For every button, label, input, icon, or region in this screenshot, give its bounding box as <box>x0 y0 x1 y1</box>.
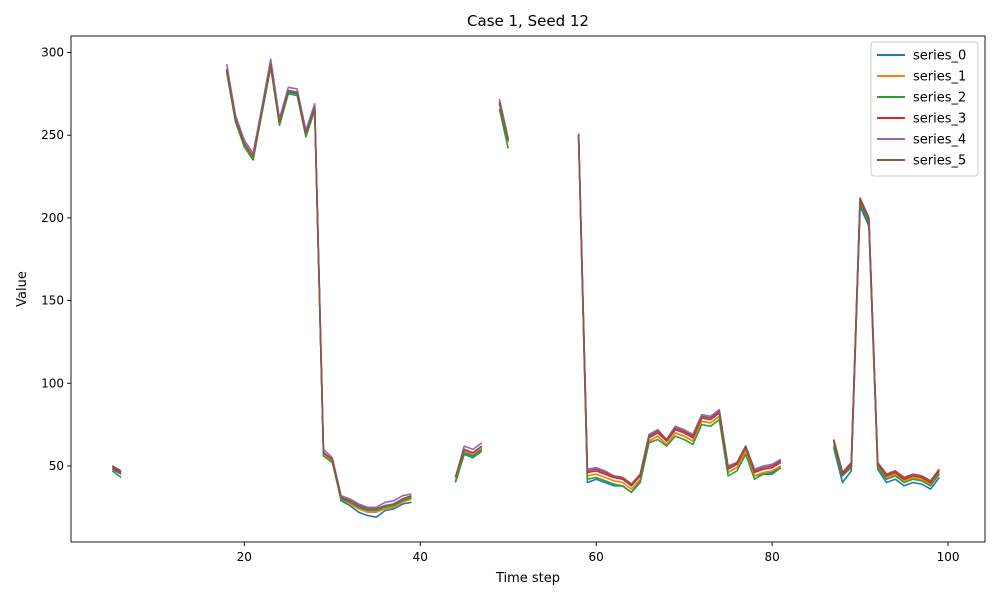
legend-label: series_5 <box>913 154 966 169</box>
x-tick-label: 80 <box>764 550 779 564</box>
chart-title: Case 1, Seed 12 <box>467 12 589 30</box>
plot-frame <box>70 35 986 543</box>
legend-label: series_4 <box>913 133 966 148</box>
x-tick-label: 40 <box>413 550 428 564</box>
series-line-series_3 <box>111 63 940 510</box>
y-tick-label: 250 <box>41 128 64 142</box>
legend: series_0 series_1 series_2 series_3 series_4… <box>870 41 979 177</box>
series-line-series_1 <box>111 65 940 513</box>
x-tick-label: 20 <box>237 550 252 564</box>
y-tick-label: 300 <box>41 46 64 60</box>
y-tick-label: 200 <box>41 211 64 225</box>
y-tick-label: 150 <box>41 294 64 308</box>
plot-area <box>111 58 940 518</box>
x-axis: 20 40 60 80 100 <box>237 542 960 564</box>
legend-label: series_1 <box>913 70 966 85</box>
x-axis-label: Time step <box>495 571 560 586</box>
series-line-series_2 <box>111 66 940 512</box>
y-axis-label: Value <box>15 271 30 307</box>
legend-label: series_0 <box>913 49 966 64</box>
series-line-series_5 <box>111 63 940 510</box>
x-tick-label: 100 <box>937 550 960 564</box>
legend-label: series_3 <box>913 112 966 127</box>
x-tick-label: 60 <box>589 550 604 564</box>
y-axis: 50 100 150 200 250 300 <box>41 46 71 473</box>
y-tick-label: 50 <box>49 459 64 473</box>
y-tick-label: 100 <box>41 376 64 390</box>
legend-label: series_2 <box>913 91 966 106</box>
series-line-series_0 <box>111 65 940 518</box>
